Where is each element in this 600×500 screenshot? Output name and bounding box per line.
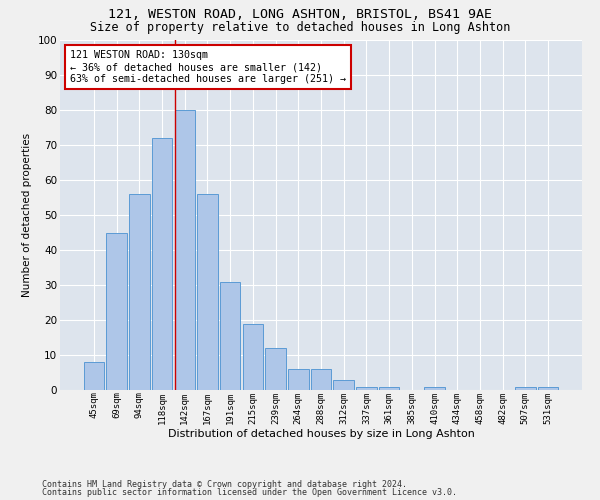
Bar (129, 194, 149, 390)
Bar (288, 369, 308, 390)
Bar (424, 386, 445, 390)
Bar (175, 110, 195, 390)
Text: 121 WESTON ROAD: 130sqm
← 36% of detached houses are smaller (142)
63% of semi-d: 121 WESTON ROAD: 130sqm ← 36% of detache… (70, 50, 346, 84)
Bar (84, 362, 104, 390)
Bar (242, 324, 263, 390)
Bar (538, 386, 558, 390)
Bar (152, 138, 172, 390)
Bar (356, 386, 377, 390)
Y-axis label: Number of detached properties: Number of detached properties (22, 133, 32, 297)
Bar (515, 386, 536, 390)
Bar (106, 232, 127, 390)
Bar (311, 369, 331, 390)
Bar (379, 386, 400, 390)
X-axis label: Distribution of detached houses by size in Long Ashton: Distribution of detached houses by size … (167, 429, 475, 439)
Bar (334, 380, 354, 390)
Text: Contains HM Land Registry data © Crown copyright and database right 2024.: Contains HM Land Registry data © Crown c… (42, 480, 407, 489)
Bar (197, 194, 218, 390)
Bar (220, 282, 241, 390)
Text: 121, WESTON ROAD, LONG ASHTON, BRISTOL, BS41 9AE: 121, WESTON ROAD, LONG ASHTON, BRISTOL, … (108, 8, 492, 20)
Bar (265, 348, 286, 390)
Text: Size of property relative to detached houses in Long Ashton: Size of property relative to detached ho… (90, 22, 510, 35)
Text: Contains public sector information licensed under the Open Government Licence v3: Contains public sector information licen… (42, 488, 457, 497)
